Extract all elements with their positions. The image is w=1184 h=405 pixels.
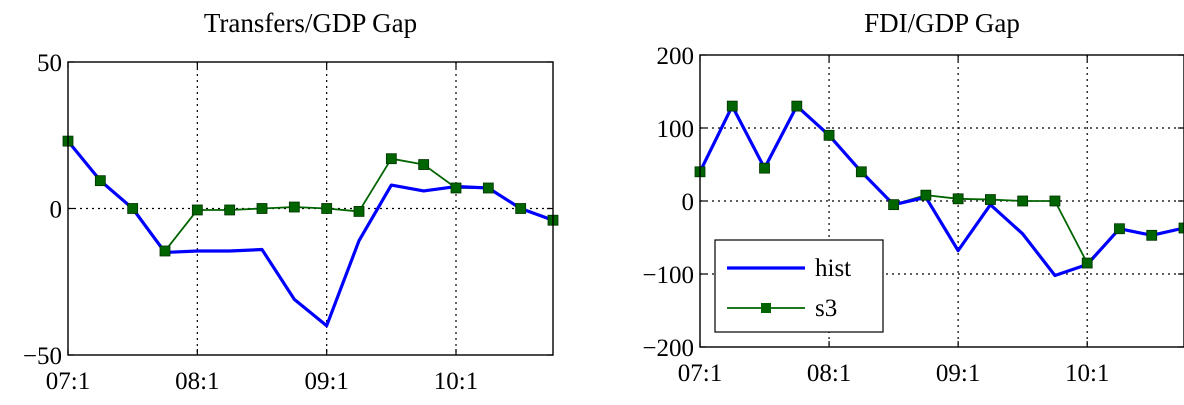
legend: hist s3 xyxy=(714,239,884,333)
data-point-s3 xyxy=(450,182,462,194)
chart-panel-2: FDI/GDP Gap 07:1 08:1 09:1 10:1 200 100 0 −100 −2… xyxy=(642,8,1184,387)
data-point-s3 xyxy=(855,166,867,178)
chart-panel-1: Transfers/GDP Gap 07:1 08:1 09:1 10:1 50 0 −50 xyxy=(23,8,559,395)
series-line-s3 xyxy=(68,140,553,252)
data-point-s3 xyxy=(1146,229,1158,241)
x-tick-label: 07:1 xyxy=(678,360,722,387)
data-point-s3 xyxy=(888,199,899,211)
data-point-s3 xyxy=(726,100,738,112)
legend-label-hist: hist xyxy=(815,255,851,282)
data-point-s3 xyxy=(224,204,236,216)
data-point-s3 xyxy=(791,100,803,112)
y-tick-label: 200 xyxy=(657,43,695,70)
data-point-s3 xyxy=(1017,195,1029,207)
y-tick-label: 100 xyxy=(657,116,695,143)
data-point-s3 xyxy=(321,203,333,214)
x-tick-label: 10:1 xyxy=(434,368,478,395)
data-point-s3 xyxy=(482,182,494,194)
data-point-s3 xyxy=(985,194,996,205)
x-tick-label: 08:1 xyxy=(807,360,851,387)
data-point-s3 xyxy=(1114,223,1125,235)
x-tick-label: 08:1 xyxy=(175,368,219,395)
data-point-s3 xyxy=(353,206,365,217)
x-tick-label: 10:1 xyxy=(1065,360,1109,387)
x-tick-label: 07:1 xyxy=(46,368,90,395)
data-point-s3 xyxy=(920,189,932,201)
chart-title: FDI/GDP Gap xyxy=(864,8,1020,38)
data-point-s3 xyxy=(385,153,397,165)
series-group xyxy=(68,140,553,328)
legend-marker-s3 xyxy=(761,303,771,313)
data-point-s3 xyxy=(418,159,430,170)
data-point-s3 xyxy=(191,204,203,216)
data-point-s3 xyxy=(515,203,527,214)
data-point-s3 xyxy=(159,245,171,257)
y-tick-label: −100 xyxy=(642,262,694,289)
y-tick-label: −50 xyxy=(23,343,62,370)
series-line-hist xyxy=(68,140,553,328)
x-tick-label: 09:1 xyxy=(936,360,980,387)
data-point-s3 xyxy=(952,193,964,205)
data-point-s3 xyxy=(94,175,106,187)
data-point-s3 xyxy=(759,162,770,174)
data-point-s3 xyxy=(256,203,268,214)
series-line-hist xyxy=(700,104,1184,278)
data-point-s3 xyxy=(1049,195,1061,207)
data-point-s3 xyxy=(1081,257,1093,269)
y-tick-label: 0 xyxy=(50,197,63,224)
data-point-s3 xyxy=(823,129,835,141)
series-group xyxy=(700,104,1184,278)
data-point-s3 xyxy=(288,201,300,213)
x-tick-label: 09:1 xyxy=(304,368,348,395)
y-tick-label: −200 xyxy=(642,335,694,362)
data-point-s3 xyxy=(127,203,139,214)
chart-title: Transfers/GDP Gap xyxy=(204,8,417,38)
data-point-s3 xyxy=(1178,222,1184,234)
y-tick-label: 0 xyxy=(682,189,695,216)
legend-box xyxy=(714,239,884,333)
y-tick-label: 50 xyxy=(37,50,62,77)
legend-label-s3: s3 xyxy=(815,295,837,322)
